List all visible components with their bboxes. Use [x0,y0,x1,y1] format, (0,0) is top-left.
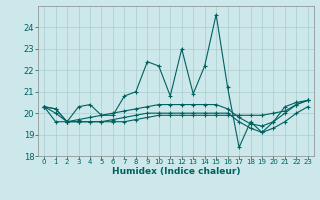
X-axis label: Humidex (Indice chaleur): Humidex (Indice chaleur) [112,167,240,176]
